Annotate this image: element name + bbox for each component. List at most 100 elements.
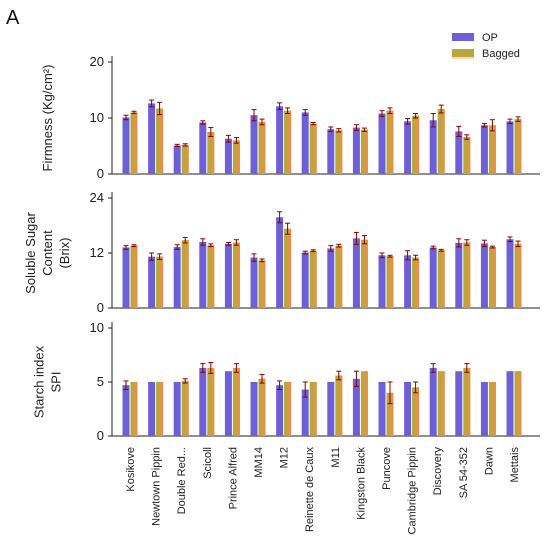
bar-op xyxy=(301,112,309,174)
bar-bagged-shade xyxy=(390,256,394,308)
category-axis-labels: Kosikove Newtown Pippin Double Red... Scico… xyxy=(125,447,521,535)
bar-op xyxy=(404,255,412,308)
category-label: Puncove xyxy=(381,447,393,490)
bar-bagged-shade xyxy=(338,245,343,308)
category-label: M12 xyxy=(279,447,291,468)
bar-bagged-shade xyxy=(390,110,394,174)
bar-op xyxy=(352,238,360,308)
bar-op xyxy=(327,129,335,174)
category-label: SA 54-352 xyxy=(458,447,470,498)
y-axis-label: (Brix) xyxy=(57,237,72,268)
bar-bagged-shade xyxy=(313,123,317,174)
y-tick-label: 0 xyxy=(97,166,104,181)
bar-bagged-shade xyxy=(210,367,215,436)
firmness-panel: 0 10 20 Firmness (Kg/cm²) xyxy=(40,54,540,181)
bar-bagged-shade xyxy=(134,245,138,308)
bar-bagged-shade xyxy=(313,250,317,308)
y-tick-label: 12 xyxy=(90,245,104,260)
y-tick-label: 24 xyxy=(90,190,104,205)
bar-op xyxy=(148,256,156,308)
bar-bagged-shade xyxy=(441,250,445,308)
bar-bagged-shade xyxy=(262,121,266,174)
y-axis-label: Content xyxy=(40,230,55,276)
y-tick-label: 20 xyxy=(90,54,104,69)
bar-op xyxy=(250,257,258,308)
bar-op xyxy=(250,382,258,436)
bar-op xyxy=(455,131,463,174)
category-label: Newtown Pippin xyxy=(151,447,163,526)
bar-op xyxy=(276,217,284,308)
bar-bagged-shade xyxy=(415,115,420,174)
bar-op xyxy=(224,138,232,174)
y-tick-label: 0 xyxy=(97,300,104,315)
bar-bagged-shade xyxy=(364,129,368,174)
bar-op xyxy=(122,117,130,174)
category-label: Dawn xyxy=(483,447,495,475)
bar-op xyxy=(404,121,412,174)
category-label: Reinette de Caux xyxy=(304,447,316,532)
bar-op xyxy=(404,382,412,436)
bar-bagged-shade xyxy=(134,382,138,436)
legend-swatch-op xyxy=(452,33,474,41)
legend-swatch-bagged-shade xyxy=(452,55,474,59)
bar-op xyxy=(429,120,437,174)
bar-op xyxy=(455,371,463,436)
bar-op xyxy=(301,389,309,436)
bar-op xyxy=(506,371,514,436)
bar-bagged-shade xyxy=(518,243,522,308)
bar-bagged-shade xyxy=(466,137,471,174)
bar-op xyxy=(250,115,258,174)
bar-op xyxy=(301,252,309,308)
y-axis-label: Starch index xyxy=(32,345,47,418)
bar-op xyxy=(199,367,207,436)
bar-bagged-shade xyxy=(313,382,317,436)
bar-op xyxy=(276,385,284,436)
bar-bagged-shade xyxy=(262,378,266,436)
bar-op xyxy=(173,382,181,436)
bar-bagged-shade xyxy=(518,119,522,174)
bar-bagged-shade xyxy=(210,245,215,308)
y-tick-label: 0 xyxy=(97,428,104,443)
bar-op xyxy=(224,243,232,308)
bar-bagged-shade xyxy=(338,375,343,436)
bar-op xyxy=(378,382,386,436)
category-label: Double Red... xyxy=(176,447,188,514)
bar-bagged-shade xyxy=(134,112,138,174)
bar-op xyxy=(122,247,130,308)
bar-bagged-shade xyxy=(338,130,343,174)
bar-op xyxy=(506,121,514,174)
bar-op xyxy=(480,125,488,174)
bar-op xyxy=(352,378,360,436)
bar-bagged-shade xyxy=(364,371,368,436)
bar-bagged-shade xyxy=(466,367,471,436)
category-label: Discovery xyxy=(432,447,444,496)
panel-letter: A xyxy=(6,7,20,29)
bar-bagged-shade xyxy=(185,240,189,308)
bar-op xyxy=(378,113,386,174)
bar-op xyxy=(199,122,207,174)
bar-bagged-shade xyxy=(518,371,522,436)
y-tick-label: 10 xyxy=(90,320,104,335)
y-tick-label: 5 xyxy=(97,374,104,389)
category-label: Kosikove xyxy=(125,447,137,492)
bar-bagged-shade xyxy=(441,109,445,174)
bar-bagged-shade xyxy=(287,110,292,174)
bar-bagged-shade xyxy=(236,140,240,174)
bar-op xyxy=(352,127,360,174)
legend-label-bagged: Bagged xyxy=(482,48,520,60)
bar-op xyxy=(429,367,437,436)
bar-op xyxy=(224,371,232,436)
category-label: M11 xyxy=(330,447,342,468)
y-axis-label: Firmness (Kg/cm²) xyxy=(40,65,55,172)
bar-op xyxy=(148,382,156,436)
bar-op xyxy=(276,106,284,174)
bar-bagged-shade xyxy=(185,380,189,436)
category-label: Scicoll xyxy=(202,447,214,479)
bar-bagged-shade xyxy=(415,387,420,436)
bar-bagged-shade xyxy=(287,382,292,436)
bar-bagged-shade xyxy=(159,108,164,174)
category-label: MM14 xyxy=(253,447,265,478)
bar-bagged-shade xyxy=(159,382,164,436)
y-axis-label: Soluble Sugar xyxy=(23,211,38,293)
